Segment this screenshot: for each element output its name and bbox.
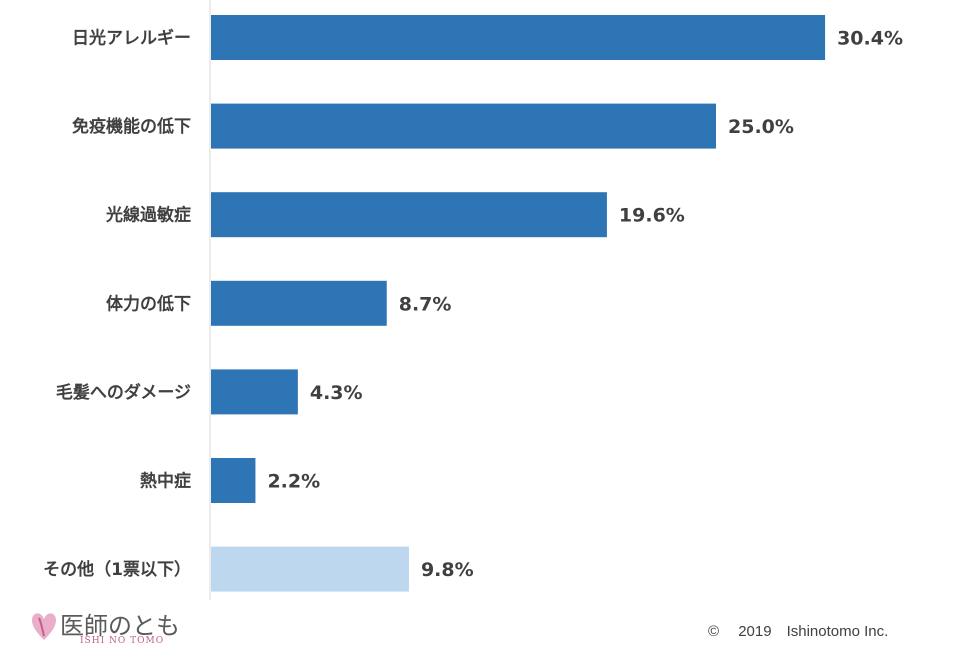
bar-2 bbox=[211, 103, 716, 149]
copyright-text: © 2019 Ishinotomo Inc. bbox=[708, 623, 889, 640]
value-label-7: 9.8% bbox=[421, 559, 474, 581]
bars-group: 日光アレルギー 30.4% 免疫機能の低下 25.0% 光線過敏症 19.6% 体力の低下 8… bbox=[43, 15, 903, 592]
bar-4 bbox=[211, 280, 387, 326]
logo: 医師のとも ISHI NO TOMO bbox=[30, 606, 200, 656]
category-label-2: 免疫機能の低下 bbox=[72, 116, 191, 137]
bar-1 bbox=[211, 15, 826, 60]
bar-3 bbox=[211, 192, 607, 238]
value-label-1: 30.4% bbox=[837, 28, 903, 50]
value-label-3: 19.6% bbox=[619, 205, 685, 227]
value-label-5: 4.3% bbox=[310, 382, 363, 404]
category-label-6: 熱中症 bbox=[140, 471, 191, 492]
category-label-3: 光線過敏症 bbox=[105, 205, 191, 226]
bar-7 bbox=[211, 546, 409, 592]
value-label-6: 2.2% bbox=[267, 471, 320, 493]
bar-5 bbox=[211, 369, 298, 415]
logo-text: 医師のとも bbox=[60, 612, 180, 640]
heart-logo-icon bbox=[32, 613, 56, 640]
bar-chart: 日光アレルギー 30.4% 免疫機能の低下 25.0% 光線過敏症 19.6% 体力の低下 8… bbox=[43, 0, 903, 600]
logo-subtext: ISHI NO TOMO bbox=[80, 636, 165, 646]
value-label-2: 25.0% bbox=[728, 116, 794, 138]
category-label-5: 毛髪へのダメージ bbox=[56, 382, 191, 403]
bar-6 bbox=[211, 458, 256, 503]
category-label-4: 体力の低下 bbox=[106, 293, 191, 314]
value-label-4: 8.7% bbox=[399, 293, 452, 315]
category-label-7: その他（1票以下） bbox=[43, 559, 191, 580]
category-label-1: 日光アレルギー bbox=[72, 28, 191, 49]
